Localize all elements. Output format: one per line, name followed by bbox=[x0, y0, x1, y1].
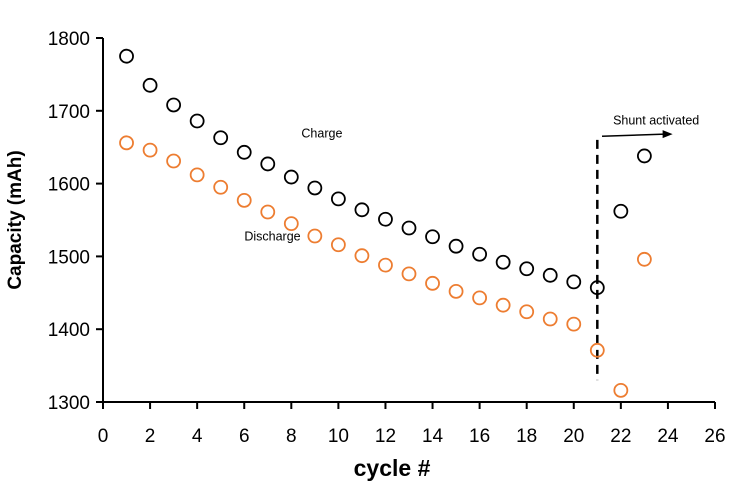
y-tick-label: 1600 bbox=[48, 175, 90, 196]
data-point bbox=[401, 266, 417, 282]
x-tick-label: 20 bbox=[563, 426, 584, 447]
data-point bbox=[425, 275, 440, 291]
y-tick-label: 1800 bbox=[48, 29, 90, 50]
data-point bbox=[495, 254, 511, 270]
data-point bbox=[589, 342, 605, 358]
data-point bbox=[542, 267, 558, 283]
data-point bbox=[542, 311, 558, 327]
annotation-label: Charge bbox=[301, 127, 342, 141]
data-point bbox=[189, 113, 205, 129]
x-tick-label: 2 bbox=[145, 426, 156, 447]
x-tick-label: 26 bbox=[704, 426, 725, 447]
x-tick-label: 8 bbox=[286, 426, 297, 447]
data-point bbox=[401, 220, 417, 236]
data-point bbox=[166, 153, 182, 169]
data-point bbox=[330, 237, 346, 253]
axes bbox=[96, 37, 716, 409]
data-point bbox=[519, 304, 535, 320]
data-point bbox=[636, 251, 652, 267]
data-point bbox=[448, 238, 464, 254]
x-tick-label: 10 bbox=[328, 426, 349, 447]
data-points bbox=[119, 48, 652, 398]
arrow-head bbox=[662, 130, 673, 139]
data-point bbox=[119, 135, 134, 151]
data-point bbox=[142, 77, 158, 93]
series-discharge bbox=[119, 135, 652, 398]
data-point bbox=[354, 248, 370, 264]
data-point bbox=[166, 97, 182, 113]
x-tick-label: 24 bbox=[657, 426, 679, 447]
data-point bbox=[330, 191, 346, 207]
x-tick-label: 4 bbox=[192, 426, 203, 447]
shunt-arrow bbox=[601, 130, 673, 139]
annotation-label: Discharge bbox=[244, 229, 300, 243]
x-tick-labels: 0 2 4 6 8 10 12 14 16 18 20 22 24 26 bbox=[98, 426, 726, 447]
data-point bbox=[519, 261, 535, 277]
series-charge bbox=[119, 48, 652, 296]
data-point bbox=[589, 280, 605, 296]
data-point bbox=[566, 316, 582, 332]
data-point bbox=[213, 179, 229, 195]
y-tick-label: 1700 bbox=[48, 102, 90, 123]
annotations: Charge Discharge Shunt activated bbox=[244, 114, 699, 244]
data-point bbox=[472, 246, 488, 262]
y-tick-label: 1500 bbox=[48, 247, 90, 268]
data-point bbox=[283, 169, 299, 185]
y-axis-label: Capacity (mAh) bbox=[5, 150, 26, 289]
x-tick-label: 22 bbox=[610, 426, 631, 447]
data-point bbox=[260, 156, 276, 172]
data-point bbox=[142, 142, 158, 158]
data-point bbox=[448, 283, 464, 299]
data-point bbox=[566, 274, 582, 290]
data-point bbox=[260, 204, 276, 220]
data-point bbox=[378, 257, 393, 273]
x-tick-label: 16 bbox=[469, 426, 490, 447]
x-tick-label: 14 bbox=[422, 426, 444, 447]
data-point bbox=[613, 203, 629, 219]
annotation-label: Shunt activated bbox=[613, 114, 699, 128]
data-point bbox=[119, 48, 134, 64]
y-tick-label: 1300 bbox=[48, 393, 90, 414]
arrow-shaft bbox=[601, 133, 665, 138]
data-point bbox=[636, 148, 652, 164]
data-point bbox=[495, 297, 511, 313]
data-point bbox=[236, 144, 252, 160]
x-axis-label: cycle # bbox=[354, 455, 431, 481]
data-point bbox=[378, 211, 393, 227]
data-point bbox=[213, 130, 229, 146]
x-tick-label: 12 bbox=[375, 426, 396, 447]
x-tick-label: 18 bbox=[516, 426, 537, 447]
data-point bbox=[236, 192, 252, 208]
data-point bbox=[189, 167, 205, 183]
x-tick-label: 6 bbox=[239, 426, 250, 447]
data-point bbox=[613, 382, 629, 398]
data-point bbox=[283, 216, 299, 232]
data-point bbox=[354, 202, 370, 218]
data-point bbox=[425, 229, 440, 245]
data-point bbox=[472, 290, 488, 306]
data-point bbox=[307, 180, 323, 196]
data-point bbox=[307, 228, 323, 244]
y-tick-labels: 1300 1400 1500 1600 1700 1800 bbox=[48, 29, 90, 414]
x-tick-label: 0 bbox=[98, 426, 109, 447]
y-tick-label: 1400 bbox=[48, 320, 90, 341]
